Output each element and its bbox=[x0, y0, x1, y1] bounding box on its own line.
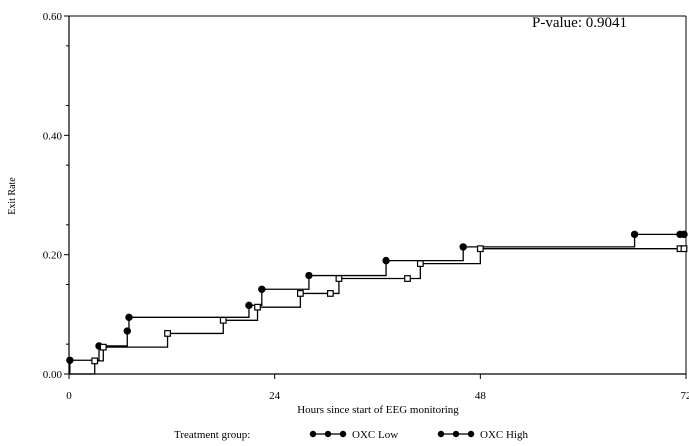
data-point bbox=[416, 260, 424, 268]
x-axis-label: Hours since start of EEG monitoring bbox=[297, 404, 459, 416]
y-tick-label: 0.00 bbox=[43, 369, 63, 381]
legend-marker bbox=[324, 430, 332, 438]
plot-frame bbox=[69, 15, 687, 374]
data-point bbox=[296, 290, 304, 297]
data-point bbox=[258, 285, 266, 293]
data-point bbox=[476, 245, 484, 253]
data-point bbox=[245, 301, 253, 310]
series-oxc-high bbox=[69, 245, 688, 375]
series-line bbox=[69, 233, 686, 375]
data-point bbox=[91, 357, 99, 365]
legend-items: OXC Low OXC High bbox=[309, 429, 528, 441]
data-point bbox=[123, 327, 131, 335]
data-point bbox=[219, 316, 227, 324]
legend-label: OXC High bbox=[480, 429, 528, 441]
legend-item: OXC Low bbox=[309, 429, 398, 441]
series-line bbox=[69, 248, 686, 375]
data-point bbox=[335, 275, 343, 282]
series-layer bbox=[66, 230, 688, 375]
legend-marker bbox=[437, 430, 445, 438]
y-tick-label: 0.40 bbox=[43, 130, 63, 142]
data-point bbox=[99, 343, 107, 351]
legend-marker bbox=[309, 430, 317, 438]
x-tick-label: 0 bbox=[66, 390, 72, 402]
legend-item: OXC High bbox=[437, 429, 528, 441]
data-point bbox=[382, 256, 390, 265]
x-axis: 0 24 48 72 bbox=[66, 373, 689, 402]
data-point bbox=[404, 275, 411, 282]
x-tick-label: 48 bbox=[475, 390, 487, 402]
legend-marker bbox=[339, 430, 347, 438]
data-point bbox=[125, 313, 133, 322]
x-tick-label: 72 bbox=[681, 390, 689, 402]
x-tick-label: 24 bbox=[269, 390, 281, 402]
legend-label: OXC Low bbox=[352, 429, 398, 441]
legend-marker bbox=[452, 430, 460, 438]
y-tick-label: 0.60 bbox=[43, 11, 63, 23]
data-point bbox=[326, 290, 334, 297]
p-value-annotation: P-value: 0.9041 bbox=[532, 15, 627, 31]
data-point bbox=[164, 330, 171, 337]
data-point bbox=[459, 243, 467, 251]
data-point bbox=[680, 230, 688, 239]
y-axis: 0.00 0.20 0.40 0.60 bbox=[43, 11, 70, 381]
data-point bbox=[305, 271, 313, 280]
data-point bbox=[680, 245, 688, 253]
data-point bbox=[630, 230, 639, 239]
legend: Treatment group: OXC Low OXC High bbox=[174, 429, 528, 441]
data-point bbox=[66, 356, 74, 364]
legend-marker bbox=[467, 430, 475, 438]
series-oxc-low bbox=[66, 230, 688, 375]
legend-title: Treatment group: bbox=[174, 429, 250, 441]
data-point bbox=[254, 303, 261, 311]
y-tick-label: 0.20 bbox=[43, 250, 63, 262]
y-axis-label: Exit Rate bbox=[7, 177, 18, 215]
